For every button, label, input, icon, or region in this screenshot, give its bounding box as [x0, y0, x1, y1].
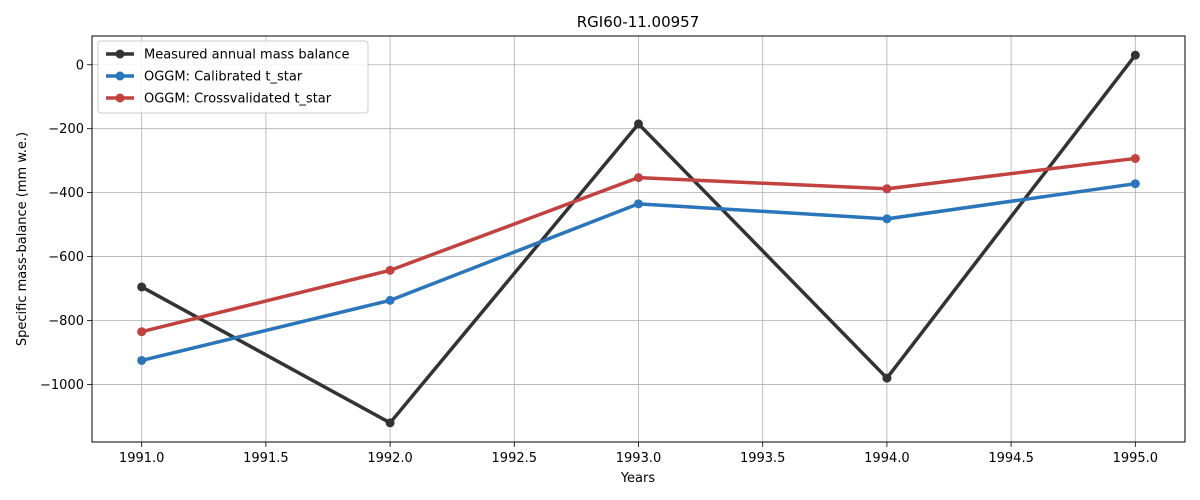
legend: Measured annual mass balance OGGM: Calibr…	[97, 40, 369, 114]
y-tick-label: −600	[48, 250, 84, 265]
data-point	[137, 282, 147, 292]
x-tick-label: 1994.0	[864, 451, 910, 466]
x-axis: 1991.0 1991.5 1992.0 1992.5 1993.0 1993.5 1994…	[119, 442, 1158, 466]
data-point	[882, 373, 892, 383]
x-tick-label: 1991.0	[119, 451, 165, 466]
legend-marker	[115, 49, 125, 59]
x-tick-label: 1993.0	[616, 451, 662, 466]
y-tick-label: 0	[76, 58, 84, 73]
data-point	[882, 184, 892, 194]
legend-box	[97, 40, 369, 114]
y-axis: 0 −200 −400 −600 −800 −1000	[40, 58, 92, 393]
legend-item: OGGM: Calibrated t_star	[106, 70, 303, 85]
y-tick-label: −800	[48, 314, 84, 329]
y-tick-label: −1000	[40, 378, 84, 393]
data-point	[634, 119, 643, 129]
series-layer	[137, 50, 1140, 428]
x-tick-label: 1995.0	[1113, 451, 1159, 466]
y-tick-label: −200	[48, 122, 84, 137]
chart-title: RGI60-11.00957	[577, 13, 700, 31]
x-tick-label: 1991.5	[243, 451, 289, 466]
data-point	[137, 355, 147, 365]
data-point	[385, 265, 395, 275]
data-point	[137, 327, 147, 337]
data-point	[634, 199, 643, 209]
data-point	[634, 173, 643, 183]
data-point	[1130, 50, 1140, 60]
legend-marker	[115, 93, 125, 103]
legend-label: OGGM: Calibrated t_star	[144, 70, 303, 85]
y-axis-label: Specific mass-balance (mm w.e.)	[15, 132, 30, 346]
x-tick-label: 1992.0	[367, 451, 413, 466]
legend-label: Measured annual mass balance	[144, 48, 350, 63]
data-point	[1130, 153, 1140, 163]
data-point	[385, 418, 395, 428]
legend-marker	[115, 71, 125, 81]
data-point	[882, 214, 892, 224]
data-point	[1130, 179, 1140, 189]
grid	[92, 36, 1185, 442]
x-tick-label: 1993.5	[740, 451, 786, 466]
legend-item: Measured annual mass balance	[106, 48, 350, 63]
series-1	[137, 179, 1140, 365]
legend-label: OGGM: Crossvalidated t_star	[144, 92, 332, 107]
x-tick-label: 1992.5	[492, 451, 538, 466]
y-tick-label: −400	[48, 186, 84, 201]
data-point	[385, 295, 395, 305]
series-2	[137, 153, 1140, 337]
x-tick-label: 1994.5	[988, 451, 1034, 466]
series-0	[137, 50, 1140, 428]
legend-item: OGGM: Crossvalidated t_star	[106, 92, 332, 107]
x-axis-label: Years	[620, 471, 656, 486]
